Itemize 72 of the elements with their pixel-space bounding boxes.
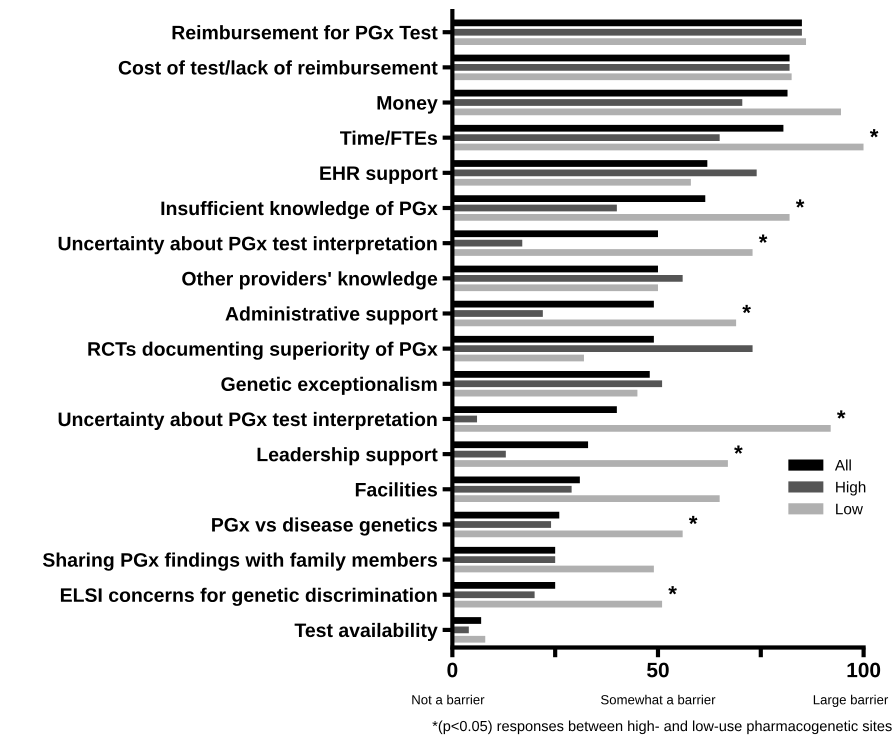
bar: [452, 390, 638, 397]
bar: [452, 380, 662, 388]
y-tick-label: RCTs documenting superiority of PGx: [88, 342, 438, 360]
bar: [452, 566, 654, 572]
bar: [452, 38, 806, 45]
bar: [452, 486, 572, 493]
y-tick-label: Leadership support: [258, 447, 438, 466]
bar: [452, 460, 728, 467]
y-tick-label: Reimbursement for PGx Test: [172, 25, 438, 40]
y-tick-label: Test availability: [294, 622, 438, 641]
y-tick-label: Money: [378, 96, 438, 114]
legend-label: High: [836, 481, 866, 496]
bar: [452, 521, 552, 528]
bar: [452, 600, 662, 608]
data-label: *: [836, 410, 846, 419]
y-tick-label: Genetic exceptionalism: [221, 376, 437, 395]
y-tick-label: Sharing PGx findings with family members: [42, 552, 438, 571]
y-tick-label: Uncertainty about PGx test interpretation: [58, 236, 437, 254]
bar: [452, 450, 506, 458]
y-tick-label: Cost of test/lack of reimbursement: [118, 60, 438, 75]
y-tick-label: Time/FTEs: [340, 130, 437, 146]
data-label: *: [668, 586, 677, 594]
bar: [452, 319, 736, 326]
bar: [452, 345, 753, 352]
bar: [452, 99, 742, 106]
bar: [452, 240, 522, 247]
data-label: *: [734, 446, 743, 454]
bar: [452, 134, 720, 142]
bar: [452, 284, 658, 292]
bar: [452, 64, 790, 71]
x-tick-label: 100: [848, 662, 880, 678]
x-tick-label: 50: [647, 662, 669, 678]
bar: [452, 178, 691, 186]
bar: [452, 274, 683, 282]
bar: [452, 495, 720, 502]
text: Not a barrier: [412, 694, 484, 704]
y-tick-label: Uncertainty about PGx test interpretation: [58, 412, 437, 430]
bar: [452, 591, 535, 598]
bar: [452, 354, 584, 362]
data-label: *: [742, 304, 751, 314]
legend-label: Low: [836, 504, 863, 514]
y-tick-label: Administrative support: [225, 306, 438, 325]
y-tick-label: ELSI concerns for genetic discrimination: [60, 588, 437, 606]
x-tick-label: 0: [447, 662, 458, 678]
y-tick-label: PGx vs disease genetics: [212, 517, 438, 536]
data-label: *: [688, 516, 698, 524]
bar: [452, 249, 753, 256]
bar: [452, 556, 556, 563]
bar: [452, 214, 790, 221]
bar: [452, 416, 478, 422]
bar: [452, 310, 543, 317]
data-label: *: [758, 234, 768, 243]
bar: [452, 73, 792, 80]
text: Somewhat a barrier: [601, 694, 716, 704]
legend-label: All: [834, 459, 851, 470]
bar: [452, 626, 469, 634]
data-label: *: [796, 199, 804, 208]
bar: [452, 144, 864, 150]
data-label: *: [870, 129, 878, 138]
y-tick-label: Facilities: [356, 482, 437, 497]
y-tick-label: Insufficient knowledge of PGx: [161, 200, 438, 220]
bar: [452, 636, 486, 643]
bar: [452, 108, 841, 116]
y-tick-label: Other providers' knowledge: [182, 271, 438, 290]
bar: [452, 424, 831, 432]
y-tick-label: EHR support: [320, 166, 438, 184]
bar: [452, 169, 757, 176]
bar: [452, 204, 617, 212]
text: *(p<0.05) responses between high- and low-use pharmacogenetic sites: [432, 720, 892, 734]
bar: [452, 530, 683, 538]
bar: [452, 28, 802, 36]
text: Large barrier: [814, 694, 888, 708]
